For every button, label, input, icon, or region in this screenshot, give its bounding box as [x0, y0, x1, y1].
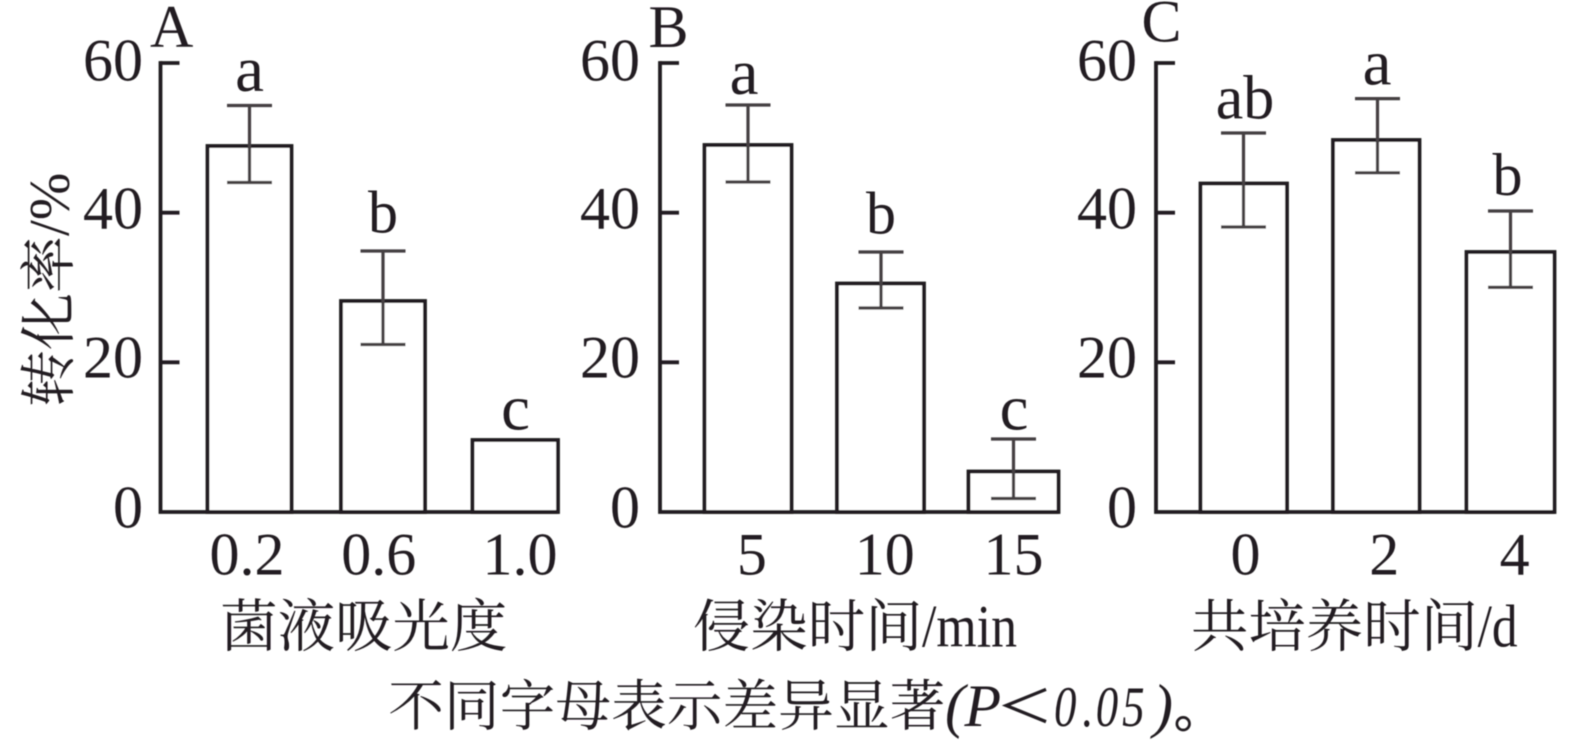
svg-text:0.2: 0.2: [210, 522, 285, 588]
svg-text:c: c: [1000, 373, 1029, 445]
svg-text:60: 60: [83, 28, 143, 94]
svg-text:60: 60: [580, 28, 640, 94]
svg-text:15: 15: [984, 522, 1044, 588]
svg-text:60: 60: [1077, 28, 1137, 94]
svg-text:0: 0: [1054, 676, 1077, 740]
svg-text:0: 0: [1231, 522, 1261, 588]
svg-text:B: B: [649, 0, 689, 60]
svg-text:/%: /%: [19, 173, 82, 236]
svg-text:b: b: [1493, 142, 1523, 208]
svg-text:.: .: [1082, 676, 1093, 740]
svg-text:1.0: 1.0: [483, 522, 558, 588]
svg-text:2: 2: [1369, 522, 1399, 588]
svg-text:20: 20: [580, 325, 640, 391]
svg-text:/min: /min: [922, 594, 1017, 660]
svg-text:P: P: [964, 673, 1002, 739]
svg-text:a: a: [730, 37, 759, 109]
svg-text:40: 40: [580, 176, 640, 242]
svg-text:c: c: [501, 373, 530, 445]
svg-text:20: 20: [1077, 325, 1137, 391]
svg-text:C: C: [1142, 0, 1182, 55]
svg-text:a: a: [235, 34, 264, 106]
svg-text:/d: /d: [1478, 594, 1518, 660]
svg-text:b: b: [866, 181, 896, 247]
svg-text:): ): [1150, 673, 1173, 739]
svg-text:5: 5: [1122, 676, 1144, 740]
svg-text:4: 4: [1500, 522, 1530, 588]
svg-text:ab: ab: [1216, 65, 1275, 133]
svg-text:a: a: [1363, 28, 1392, 100]
svg-text:0: 0: [113, 475, 143, 541]
svg-text:A: A: [150, 0, 193, 60]
svg-text:0: 0: [610, 475, 640, 541]
svg-text:b: b: [368, 180, 398, 246]
svg-text:0.6: 0.6: [341, 522, 416, 588]
svg-text:0: 0: [1096, 676, 1119, 740]
svg-text:40: 40: [1077, 176, 1137, 242]
svg-text:10: 10: [855, 522, 915, 588]
svg-text:40: 40: [83, 176, 143, 242]
svg-text:20: 20: [83, 325, 143, 391]
svg-text:5: 5: [737, 522, 767, 588]
svg-text:0: 0: [1107, 475, 1137, 541]
